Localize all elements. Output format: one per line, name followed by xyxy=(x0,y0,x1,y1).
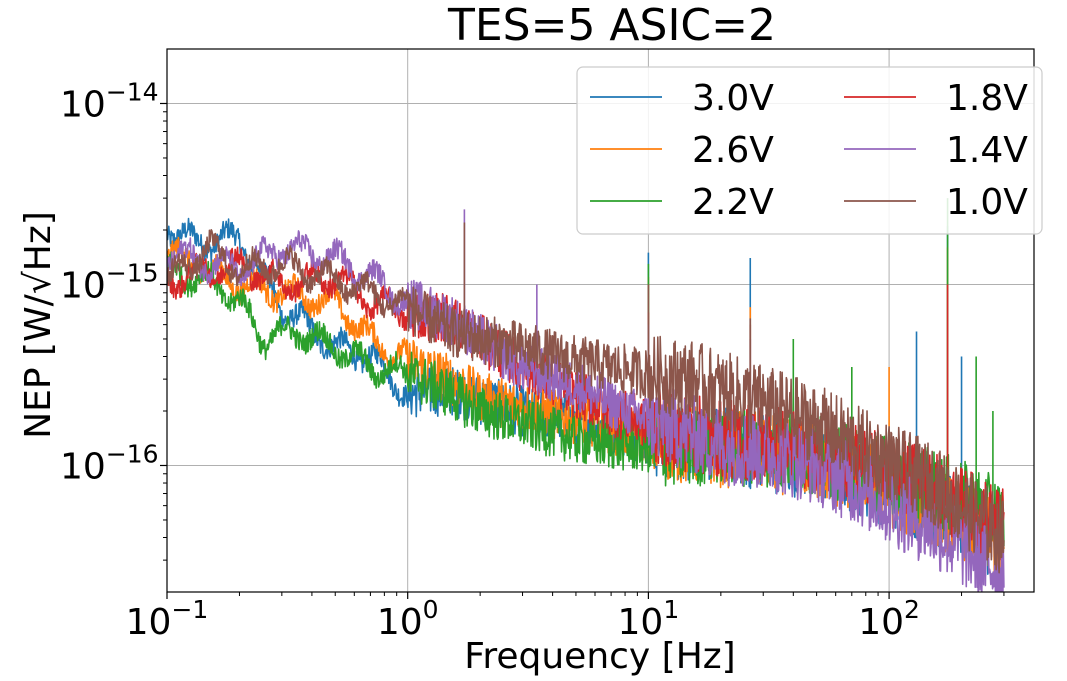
legend-label: 2.6V xyxy=(692,130,774,171)
legend-label: 1.0V xyxy=(946,182,1028,223)
legend-label: 3.0V xyxy=(692,78,774,119)
x-tick-label: 10−1 xyxy=(126,595,209,643)
series-line xyxy=(167,222,1005,574)
legend-item: 2.2V xyxy=(590,182,774,223)
legend-item: 2.6V xyxy=(590,130,774,171)
x-tick-label: 100 xyxy=(377,595,439,643)
x-axis-label: Frequency [Hz] xyxy=(464,636,735,677)
legend-label: 2.2V xyxy=(692,182,774,223)
x-tick-label: 102 xyxy=(858,595,920,643)
chart-title: TES=5 ASIC=2 xyxy=(447,0,776,51)
x-axis-ticks: 10−1 100 101 102 xyxy=(126,592,920,643)
legend: 3.0V 2.6V 2.2V 1.8V 1.4V 1.0V xyxy=(576,66,1043,235)
legend-item: 1.0V xyxy=(844,182,1028,223)
legend-item: 3.0V xyxy=(590,78,774,119)
legend-item: 1.8V xyxy=(844,78,1028,119)
plot-frame xyxy=(166,48,1035,593)
legend-label: 1.4V xyxy=(946,130,1028,171)
y-tick-label: 10−15 xyxy=(60,258,159,306)
legend-label: 1.8V xyxy=(946,78,1028,119)
y-axis-label: NEP [W/√Hz] xyxy=(18,211,59,439)
legend-item: 1.4V xyxy=(844,130,1028,171)
legend-box xyxy=(576,66,1043,235)
x-tick-label: 101 xyxy=(618,595,680,643)
series-layer xyxy=(167,198,1005,592)
y-axis-ticks: 10−16 10−15 10−14 xyxy=(60,77,167,487)
y-tick-label: 10−14 xyxy=(60,77,159,125)
minor-ticks xyxy=(163,111,1005,596)
y-tick-label: 10−16 xyxy=(60,439,159,487)
